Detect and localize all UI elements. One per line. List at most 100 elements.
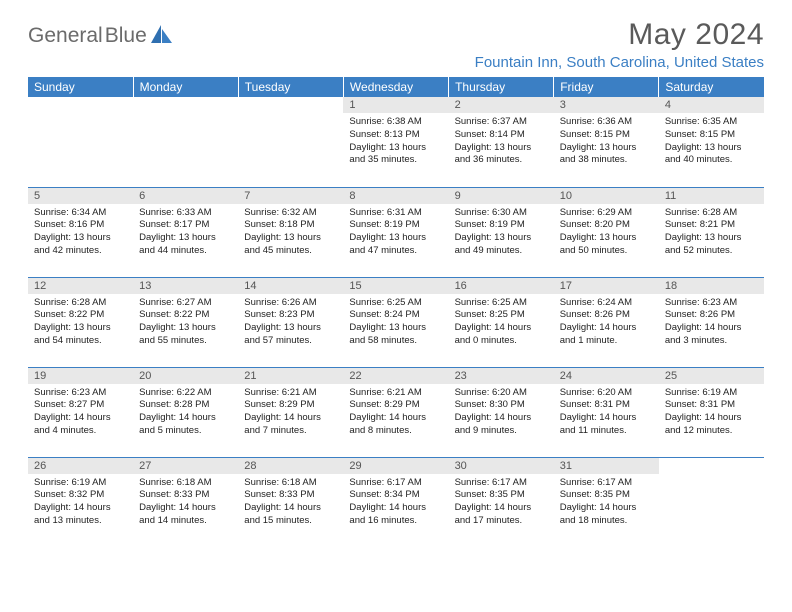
day-number: 13 — [133, 278, 238, 294]
sunrise-text: Sunrise: 6:20 AM — [560, 387, 653, 400]
sunset-text: Sunset: 8:16 PM — [34, 219, 127, 232]
sunset-text: Sunset: 8:22 PM — [34, 309, 127, 322]
day-number: 7 — [238, 188, 343, 204]
sunset-text: Sunset: 8:18 PM — [244, 219, 337, 232]
sunset-text: Sunset: 8:31 PM — [665, 399, 758, 412]
calendar-cell: 8Sunrise: 6:31 AMSunset: 8:19 PMDaylight… — [343, 187, 448, 277]
sunset-text: Sunset: 8:15 PM — [665, 129, 758, 142]
sunset-text: Sunset: 8:17 PM — [139, 219, 232, 232]
daylight-text: Daylight: 14 hours and 5 minutes. — [139, 412, 232, 438]
day-number: 27 — [133, 458, 238, 474]
sunset-text: Sunset: 8:35 PM — [455, 489, 548, 502]
day-data: Sunrise: 6:34 AMSunset: 8:16 PMDaylight:… — [28, 204, 133, 262]
daylight-text: Daylight: 13 hours and 50 minutes. — [560, 232, 653, 258]
sunset-text: Sunset: 8:33 PM — [244, 489, 337, 502]
calendar-cell: 29Sunrise: 6:17 AMSunset: 8:34 PMDayligh… — [343, 457, 448, 547]
day-number: 17 — [554, 278, 659, 294]
calendar-cell: 18Sunrise: 6:23 AMSunset: 8:26 PMDayligh… — [659, 277, 764, 367]
daylight-text: Daylight: 14 hours and 14 minutes. — [139, 502, 232, 528]
sunrise-text: Sunrise: 6:17 AM — [349, 477, 442, 490]
sunset-text: Sunset: 8:30 PM — [455, 399, 548, 412]
day-number: 23 — [449, 368, 554, 384]
daylight-text: Daylight: 14 hours and 17 minutes. — [455, 502, 548, 528]
day-number: 3 — [554, 97, 659, 113]
calendar-cell: 19Sunrise: 6:23 AMSunset: 8:27 PMDayligh… — [28, 367, 133, 457]
sunrise-text: Sunrise: 6:38 AM — [349, 116, 442, 129]
sunset-text: Sunset: 8:27 PM — [34, 399, 127, 412]
day-data: Sunrise: 6:18 AMSunset: 8:33 PMDaylight:… — [133, 474, 238, 532]
sunrise-text: Sunrise: 6:32 AM — [244, 207, 337, 220]
calendar-cell: 30Sunrise: 6:17 AMSunset: 8:35 PMDayligh… — [449, 457, 554, 547]
daylight-text: Daylight: 13 hours and 58 minutes. — [349, 322, 442, 348]
day-header: Tuesday — [238, 77, 343, 97]
sunrise-text: Sunrise: 6:34 AM — [34, 207, 127, 220]
daylight-text: Daylight: 14 hours and 12 minutes. — [665, 412, 758, 438]
sunset-text: Sunset: 8:31 PM — [560, 399, 653, 412]
day-number: 29 — [343, 458, 448, 474]
sunrise-text: Sunrise: 6:23 AM — [34, 387, 127, 400]
daylight-text: Daylight: 14 hours and 8 minutes. — [349, 412, 442, 438]
day-number: 5 — [28, 188, 133, 204]
calendar-cell: 24Sunrise: 6:20 AMSunset: 8:31 PMDayligh… — [554, 367, 659, 457]
sunset-text: Sunset: 8:25 PM — [455, 309, 548, 322]
sail-icon — [151, 25, 173, 48]
sunset-text: Sunset: 8:29 PM — [244, 399, 337, 412]
sunrise-text: Sunrise: 6:31 AM — [349, 207, 442, 220]
day-data: Sunrise: 6:26 AMSunset: 8:23 PMDaylight:… — [238, 294, 343, 352]
calendar-cell: 31Sunrise: 6:17 AMSunset: 8:35 PMDayligh… — [554, 457, 659, 547]
calendar-cell: 11Sunrise: 6:28 AMSunset: 8:21 PMDayligh… — [659, 187, 764, 277]
day-header: Sunday — [28, 77, 133, 97]
day-number: 2 — [449, 97, 554, 113]
sunrise-text: Sunrise: 6:29 AM — [560, 207, 653, 220]
day-data: Sunrise: 6:28 AMSunset: 8:22 PMDaylight:… — [28, 294, 133, 352]
calendar-cell: 3Sunrise: 6:36 AMSunset: 8:15 PMDaylight… — [554, 97, 659, 187]
day-number: 10 — [554, 188, 659, 204]
day-header: Wednesday — [343, 77, 448, 97]
day-number: 28 — [238, 458, 343, 474]
daylight-text: Daylight: 13 hours and 40 minutes. — [665, 142, 758, 168]
day-data: Sunrise: 6:23 AMSunset: 8:26 PMDaylight:… — [659, 294, 764, 352]
day-number: 25 — [659, 368, 764, 384]
daylight-text: Daylight: 13 hours and 52 minutes. — [665, 232, 758, 258]
day-data: Sunrise: 6:17 AMSunset: 8:35 PMDaylight:… — [449, 474, 554, 532]
brand-word2: Blue — [105, 24, 147, 48]
sunrise-text: Sunrise: 6:35 AM — [665, 116, 758, 129]
calendar-cell: 25 Sunrise: 6:19 AMSunset: 8:31 PMDayligh… — [659, 367, 764, 457]
sunrise-text: Sunrise: 6:28 AM — [665, 207, 758, 220]
day-number: 6 — [133, 188, 238, 204]
day-data: Sunrise: 6:19 AMSunset: 8:32 PMDaylight:… — [28, 474, 133, 532]
sunset-text: Sunset: 8:19 PM — [455, 219, 548, 232]
calendar-cell: 21Sunrise: 6:21 AMSunset: 8:29 PMDayligh… — [238, 367, 343, 457]
day-number: 1 — [343, 97, 448, 113]
calendar-cell — [133, 97, 238, 187]
day-header: Monday — [133, 77, 238, 97]
sunset-text: Sunset: 8:26 PM — [560, 309, 653, 322]
title-block: May 2024 Fountain Inn, South Carolina, U… — [475, 18, 764, 71]
sunset-text: Sunset: 8:14 PM — [455, 129, 548, 142]
sunrise-text: Sunrise: 6:23 AM — [665, 297, 758, 310]
day-data: Sunrise: 6:35 AMSunset: 8:15 PMDaylight:… — [659, 113, 764, 171]
calendar-cell: 2Sunrise: 6:37 AMSunset: 8:14 PMDaylight… — [449, 97, 554, 187]
daylight-text: Daylight: 13 hours and 45 minutes. — [244, 232, 337, 258]
sunrise-text: Sunrise: 6:25 AM — [455, 297, 548, 310]
daylight-text: Daylight: 13 hours and 54 minutes. — [34, 322, 127, 348]
calendar-cell: 26Sunrise: 6:19 AMSunset: 8:32 PMDayligh… — [28, 457, 133, 547]
sunrise-text: Sunrise: 6:20 AM — [455, 387, 548, 400]
calendar-cell: 14Sunrise: 6:26 AMSunset: 8:23 PMDayligh… — [238, 277, 343, 367]
daylight-text: Daylight: 14 hours and 16 minutes. — [349, 502, 442, 528]
sunset-text: Sunset: 8:29 PM — [349, 399, 442, 412]
day-number: 16 — [449, 278, 554, 294]
day-number: 18 — [659, 278, 764, 294]
sunset-text: Sunset: 8:21 PM — [665, 219, 758, 232]
day-data: Sunrise: 6:22 AMSunset: 8:28 PMDaylight:… — [133, 384, 238, 442]
day-data: Sunrise: 6:25 AMSunset: 8:24 PMDaylight:… — [343, 294, 448, 352]
sunset-text: Sunset: 8:26 PM — [665, 309, 758, 322]
daylight-text: Daylight: 14 hours and 18 minutes. — [560, 502, 653, 528]
day-data: Sunrise: 6:21 AMSunset: 8:29 PMDaylight:… — [343, 384, 448, 442]
daylight-text: Daylight: 13 hours and 49 minutes. — [455, 232, 548, 258]
day-data: Sunrise: 6:25 AMSunset: 8:25 PMDaylight:… — [449, 294, 554, 352]
sunrise-text: Sunrise: 6:19 AM — [665, 387, 758, 400]
calendar-cell: 13Sunrise: 6:27 AMSunset: 8:22 PMDayligh… — [133, 277, 238, 367]
sunrise-text: Sunrise: 6:36 AM — [560, 116, 653, 129]
day-data: Sunrise: 6:21 AMSunset: 8:29 PMDaylight:… — [238, 384, 343, 442]
